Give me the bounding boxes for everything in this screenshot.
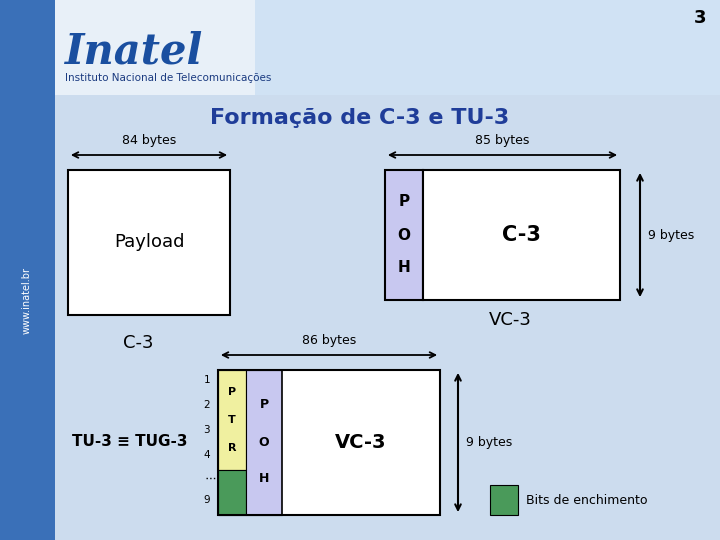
Text: C-3: C-3 xyxy=(122,334,153,352)
Bar xyxy=(218,370,246,470)
Text: VC-3: VC-3 xyxy=(489,311,531,329)
Bar xyxy=(218,370,440,515)
Text: C-3: C-3 xyxy=(502,225,541,245)
Text: 9 bytes: 9 bytes xyxy=(648,228,694,241)
Bar xyxy=(423,170,620,300)
Bar xyxy=(218,470,246,515)
Bar xyxy=(0,0,720,95)
Text: Formação de C-3 e TU-3: Formação de C-3 e TU-3 xyxy=(210,108,510,128)
Text: 3: 3 xyxy=(693,9,706,27)
Text: P: P xyxy=(228,387,236,397)
Text: Instituto Nacional de Telecomunicações: Instituto Nacional de Telecomunicações xyxy=(65,73,271,83)
Text: O: O xyxy=(397,227,410,242)
Text: P: P xyxy=(259,399,269,411)
Bar xyxy=(55,0,255,95)
Text: T: T xyxy=(228,415,236,425)
Text: 85 bytes: 85 bytes xyxy=(475,134,530,147)
Bar xyxy=(68,170,230,315)
Text: P: P xyxy=(398,194,410,210)
Text: 9 bytes: 9 bytes xyxy=(466,436,512,449)
Text: H: H xyxy=(397,260,410,275)
Text: O: O xyxy=(258,435,269,449)
Text: VC-3: VC-3 xyxy=(336,433,387,451)
Text: R: R xyxy=(228,443,236,453)
Bar xyxy=(385,170,423,300)
Text: Inatel: Inatel xyxy=(65,31,203,73)
Text: H: H xyxy=(258,472,269,485)
Text: www.inatel.br: www.inatel.br xyxy=(22,267,32,334)
Text: 84 bytes: 84 bytes xyxy=(122,134,176,147)
Bar xyxy=(282,370,440,515)
Bar xyxy=(55,0,720,95)
Text: Payload: Payload xyxy=(114,233,184,251)
Text: 1: 1 xyxy=(203,375,210,385)
Bar xyxy=(55,60,720,95)
Bar xyxy=(246,370,282,515)
Text: 3: 3 xyxy=(203,425,210,435)
Bar xyxy=(55,0,720,60)
Bar xyxy=(0,0,55,540)
Text: 9: 9 xyxy=(203,495,210,505)
Text: 2: 2 xyxy=(203,400,210,410)
Bar xyxy=(55,0,720,95)
Text: TU-3 ≡ TUG-3: TU-3 ≡ TUG-3 xyxy=(72,435,188,449)
Text: 4: 4 xyxy=(203,450,210,460)
Text: Bits de enchimento: Bits de enchimento xyxy=(526,494,647,507)
Text: 86 bytes: 86 bytes xyxy=(302,334,356,347)
Bar xyxy=(490,485,518,515)
